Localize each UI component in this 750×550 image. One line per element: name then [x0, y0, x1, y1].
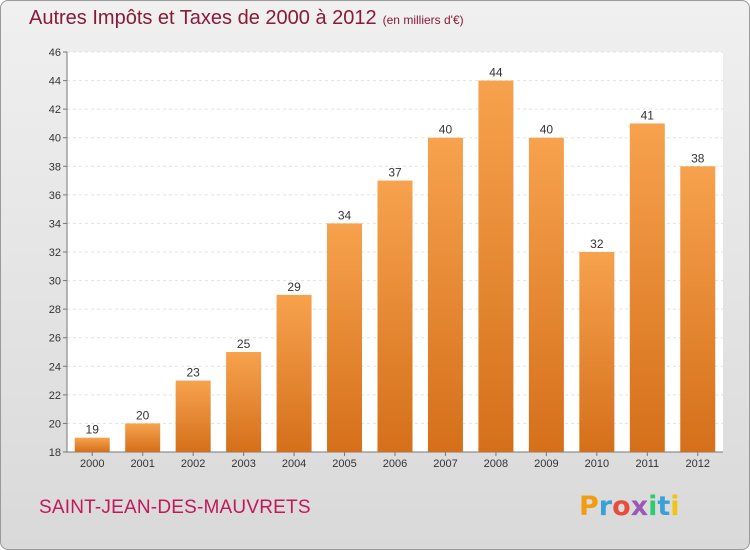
bar-value-label: 38 [691, 151, 705, 165]
bar-value-label: 41 [641, 108, 655, 122]
x-tick-label: 2012 [686, 458, 710, 470]
x-tick-label: 2011 [635, 458, 659, 470]
bar [528, 137, 564, 452]
y-tick-label: 24 [49, 361, 61, 373]
logo-letter: t [657, 491, 671, 522]
logo-letter: i [670, 491, 680, 522]
bar [579, 252, 615, 452]
bar-value-label: 25 [237, 337, 251, 351]
logo-letter: o [612, 491, 631, 522]
x-tick-label: 2004 [282, 458, 306, 470]
logo-letter: i [648, 491, 658, 522]
bar [226, 352, 262, 452]
y-tick-label: 32 [49, 247, 61, 259]
bar-value-label: 32 [590, 237, 604, 251]
bar [427, 137, 463, 452]
bar [327, 223, 363, 452]
bar-value-label: 44 [489, 66, 503, 80]
logo-letter: x [630, 491, 649, 522]
x-tick-label: 2000 [80, 458, 104, 470]
y-tick-label: 20 [49, 418, 61, 430]
y-tick-label: 42 [49, 104, 61, 116]
bar [680, 166, 716, 453]
logo-letter: P [579, 491, 599, 522]
y-tick-label: 30 [49, 276, 61, 288]
x-tick-label: 2001 [130, 458, 154, 470]
x-tick-label: 2003 [231, 458, 255, 470]
chart-title: Autres Impôts et Taxes de 2000 à 2012 (en… [29, 7, 464, 30]
chart-title-text: Autres Impôts et Taxes de 2000 à 2012 [29, 7, 377, 29]
bar-value-label: 20 [136, 408, 150, 422]
y-tick-label: 34 [49, 218, 61, 230]
bar-value-label: 40 [439, 123, 453, 137]
bar-value-label: 37 [388, 166, 402, 180]
bar-value-label: 34 [338, 208, 352, 222]
y-tick-label: 44 [49, 76, 61, 88]
bar [377, 180, 413, 453]
y-tick-label: 22 [49, 390, 61, 402]
bar-value-label: 40 [540, 123, 554, 137]
logo-letter: r [598, 491, 613, 522]
y-tick-label: 40 [49, 133, 61, 145]
bar [175, 380, 211, 452]
y-tick-label: 26 [49, 333, 61, 345]
bar [478, 80, 514, 453]
x-tick-label: 2009 [534, 458, 558, 470]
bar-value-label: 29 [287, 280, 301, 294]
proxiti-logo[interactable]: Proxiti [579, 491, 680, 522]
x-tick-label: 2007 [433, 458, 457, 470]
bar [125, 423, 161, 452]
bar-value-label: 23 [186, 366, 200, 380]
y-tick-label: 18 [49, 447, 61, 459]
x-tick-label: 2005 [332, 458, 356, 470]
y-tick-label: 46 [49, 47, 61, 59]
chart-unit: (en milliers d'€) [382, 13, 464, 27]
x-tick-label: 2006 [383, 458, 407, 470]
commune-name: SAINT-JEAN-DES-MAUVRETS [39, 497, 311, 518]
y-tick-label: 28 [49, 304, 61, 316]
x-tick-label: 2002 [181, 458, 205, 470]
x-tick-label: 2008 [484, 458, 508, 470]
x-tick-label: 2010 [585, 458, 609, 470]
bar [276, 294, 312, 452]
bar-value-label: 19 [86, 423, 100, 437]
bar [629, 123, 665, 452]
y-tick-label: 36 [49, 190, 61, 202]
bar [74, 437, 110, 452]
y-tick-label: 38 [49, 161, 61, 173]
